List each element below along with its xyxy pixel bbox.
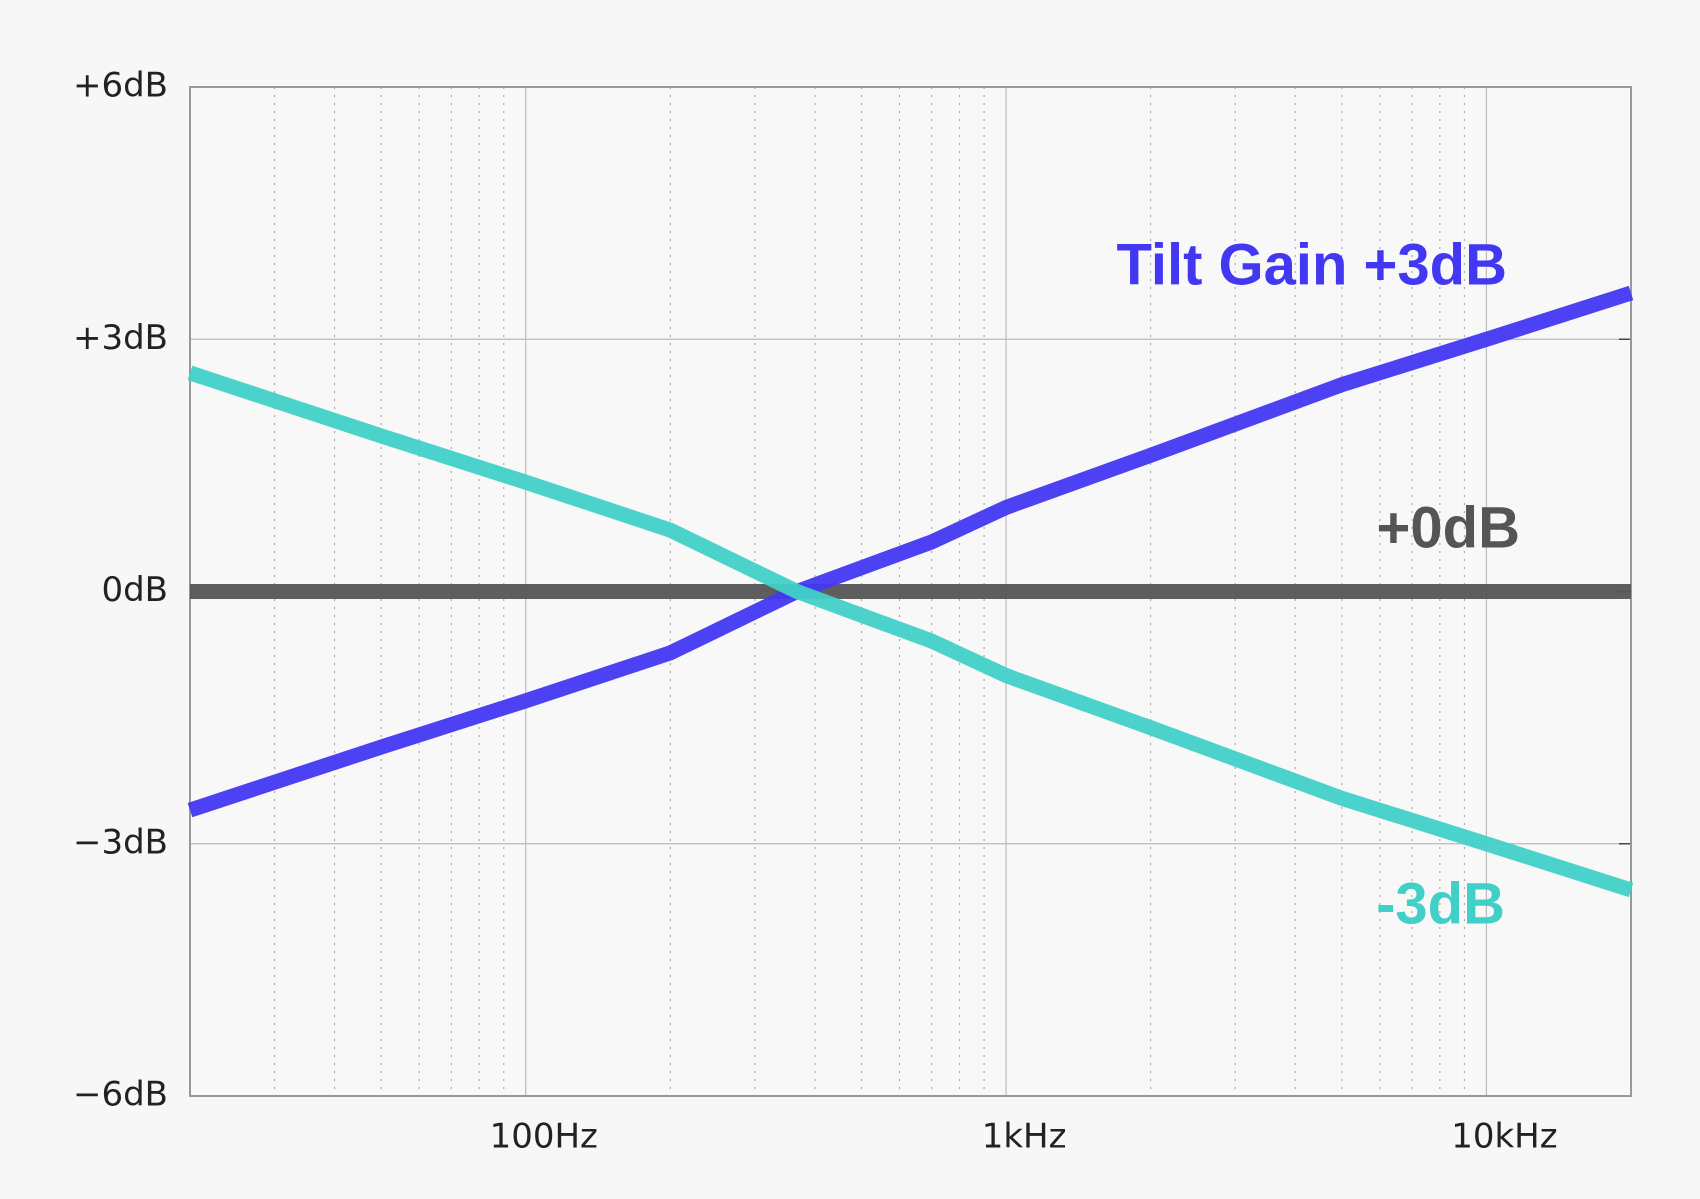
x-tick-label: 1kHz — [982, 1117, 1067, 1157]
y-tick-label: −3dB — [73, 822, 168, 862]
x-tick-label: 100Hz — [490, 1117, 598, 1157]
y-tick-label: +6dB — [73, 66, 168, 106]
line-series — [187, 285, 1634, 818]
series-label: +0dB — [1377, 495, 1520, 560]
series-label: Tilt Gain +3dB — [1116, 232, 1507, 297]
y-tick-label: 0dB — [101, 570, 168, 610]
y-tick-label: +3dB — [73, 318, 168, 358]
line-series — [187, 365, 1634, 898]
y-tick-label: −6dB — [73, 1075, 168, 1115]
series-label: -3dB — [1376, 871, 1505, 936]
x-tick-label: 10kHz — [1451, 1117, 1557, 1157]
